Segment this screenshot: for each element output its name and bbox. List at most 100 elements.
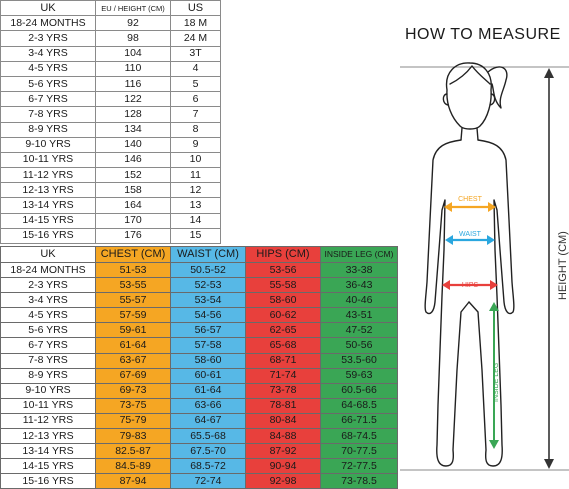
eu-height-cell: 134	[95, 121, 171, 138]
table-row: 11-12 YRS 75-79 64-67 80-84 66-71.5	[0, 412, 398, 430]
header-uk: UK	[0, 0, 96, 17]
uk-size-cell: 18-24 MONTHS	[0, 261, 96, 279]
hips-cell: 58-60	[245, 292, 321, 309]
inside-leg-cell: 53.5-60	[320, 352, 398, 369]
table-row: 15-16 YRS 176 15	[0, 227, 221, 245]
chest-cell: 67-69	[95, 367, 171, 384]
chest-cell: 73-75	[95, 397, 171, 414]
uk-size-cell: 13-14 YRS	[0, 197, 96, 214]
hips-cell: 78-81	[245, 397, 321, 414]
us-size-cell: 9	[170, 136, 221, 153]
chest-cell: 51-53	[95, 261, 171, 279]
header-waist: WAIST (CM)	[170, 246, 246, 263]
measure-table-header-row: UK CHEST (CM) WAIST (CM) HIPS (CM) INSID…	[0, 246, 398, 263]
uk-size-cell: 11-12 YRS	[0, 167, 96, 184]
us-size-cell: 18 M	[170, 15, 221, 32]
us-size-cell: 6	[170, 91, 221, 108]
height-arrow: HEIGHT (CM)	[544, 68, 569, 469]
us-size-cell: 14	[170, 212, 221, 229]
table-row: 8-9 YRS 67-69 60-61 71-74 59-63	[0, 367, 398, 384]
hips-cell: 90-94	[245, 458, 321, 475]
uk-size-cell: 11-12 YRS	[0, 412, 96, 430]
uk-size-cell: 13-14 YRS	[0, 443, 96, 460]
uk-size-cell: 5-6 YRS	[0, 75, 96, 93]
uk-size-cell: 5-6 YRS	[0, 322, 96, 339]
table-row: 6-7 YRS 122 6	[0, 91, 221, 108]
uk-size-cell: 15-16 YRS	[0, 473, 96, 489]
table-row: 3-4 YRS 55-57 53-54 58-60 40-46	[0, 292, 398, 309]
uk-size-cell: 8-9 YRS	[0, 121, 96, 138]
chest-cell: 63-67	[95, 352, 171, 369]
eu-height-cell: 98	[95, 30, 171, 47]
table-row: 14-15 YRS 170 14	[0, 212, 221, 229]
us-size-cell: 4	[170, 60, 221, 77]
uk-size-cell: 9-10 YRS	[0, 382, 96, 399]
eu-height-cell: 104	[95, 45, 171, 62]
hips-cell: 65-68	[245, 337, 321, 354]
waist-cell: 54-56	[170, 307, 246, 324]
header-us: US	[170, 0, 221, 17]
hips-cell: 92-98	[245, 473, 321, 489]
uk-size-cell: 2-3 YRS	[0, 277, 96, 294]
inside-leg-cell: 47-52	[320, 322, 398, 339]
hips-cell: 84-88	[245, 428, 321, 445]
hips-cell: 68-71	[245, 352, 321, 369]
uk-size-cell: 18-24 MONTHS	[0, 15, 96, 32]
eu-height-cell: 158	[95, 182, 171, 199]
uk-size-cell: 3-4 YRS	[0, 292, 96, 309]
eu-height-cell: 122	[95, 91, 171, 108]
height-label: HEIGHT (CM)	[557, 231, 569, 300]
us-size-cell: 8	[170, 121, 221, 138]
us-size-cell: 7	[170, 106, 221, 123]
table-row: 18-24 MONTHS 92 18 M	[0, 15, 221, 32]
table-row: 5-6 YRS 116 5	[0, 75, 221, 93]
eu-height-cell: 128	[95, 106, 171, 123]
inside-leg-cell: 70-77.5	[320, 443, 398, 460]
uk-size-cell: 10-11 YRS	[0, 151, 96, 169]
us-size-cell: 3T	[170, 45, 221, 62]
waist-cell: 67.5-70	[170, 443, 246, 460]
table-row: 10-11 YRS 146 10	[0, 151, 221, 169]
uk-size-cell: 8-9 YRS	[0, 367, 96, 384]
inside-leg-cell: 72-77.5	[320, 458, 398, 475]
hips-arrow: HIPS	[442, 280, 498, 290]
size-table-header-row: UK EU / HEIGHT (CM) US	[0, 0, 221, 17]
header-chest: CHEST (CM)	[95, 246, 171, 263]
measurement-table: UK CHEST (CM) WAIST (CM) HIPS (CM) INSID…	[0, 246, 398, 489]
inside-leg-cell: 73-78.5	[320, 473, 398, 489]
chest-cell: 69-73	[95, 382, 171, 399]
table-row: 7-8 YRS 63-67 58-60 68-71 53.5-60	[0, 352, 398, 369]
inside-leg-cell: 40-46	[320, 292, 398, 309]
header-eu-height: EU / HEIGHT (CM)	[95, 0, 171, 17]
chest-cell: 55-57	[95, 292, 171, 309]
uk-size-cell: 9-10 YRS	[0, 136, 96, 153]
table-row: 2-3 YRS 98 24 M	[0, 30, 221, 47]
uk-size-cell: 6-7 YRS	[0, 91, 96, 108]
table-row: 18-24 MONTHS 51-53 50.5-52 53-56 33-38	[0, 261, 398, 279]
uk-size-cell: 4-5 YRS	[0, 60, 96, 77]
table-row: 9-10 YRS 140 9	[0, 136, 221, 153]
chest-cell: 84.5-89	[95, 458, 171, 475]
us-size-cell: 13	[170, 197, 221, 214]
hips-cell: 62-65	[245, 322, 321, 339]
table-row: 13-14 YRS 82.5-87 67.5-70 87-92 70-77.5	[0, 443, 398, 460]
measurement-figure: CHEST WAIST HIPS INSIDE LEG HEIGHT (CM)	[400, 62, 569, 471]
uk-size-cell: 14-15 YRS	[0, 458, 96, 475]
us-size-cell: 24 M	[170, 30, 221, 47]
table-row: 15-16 YRS 87-94 72-74 92-98 73-78.5	[0, 473, 398, 489]
uk-size-cell: 14-15 YRS	[0, 212, 96, 229]
uk-size-cell: 12-13 YRS	[0, 182, 96, 199]
inside-leg-cell: 59-63	[320, 367, 398, 384]
waist-cell: 65.5-68	[170, 428, 246, 445]
eu-height-cell: 146	[95, 151, 171, 169]
inside-leg-cell: 64-68.5	[320, 397, 398, 414]
hips-cell: 55-58	[245, 277, 321, 294]
eu-height-cell: 164	[95, 197, 171, 214]
inside-leg-cell: 33-38	[320, 261, 398, 279]
uk-size-cell: 4-5 YRS	[0, 307, 96, 324]
header-hips: HIPS (CM)	[245, 246, 321, 263]
header-uk: UK	[0, 246, 96, 263]
hips-cell: 60-62	[245, 307, 321, 324]
uk-size-cell: 3-4 YRS	[0, 45, 96, 62]
inside-leg-cell: 60.5-66	[320, 382, 398, 399]
